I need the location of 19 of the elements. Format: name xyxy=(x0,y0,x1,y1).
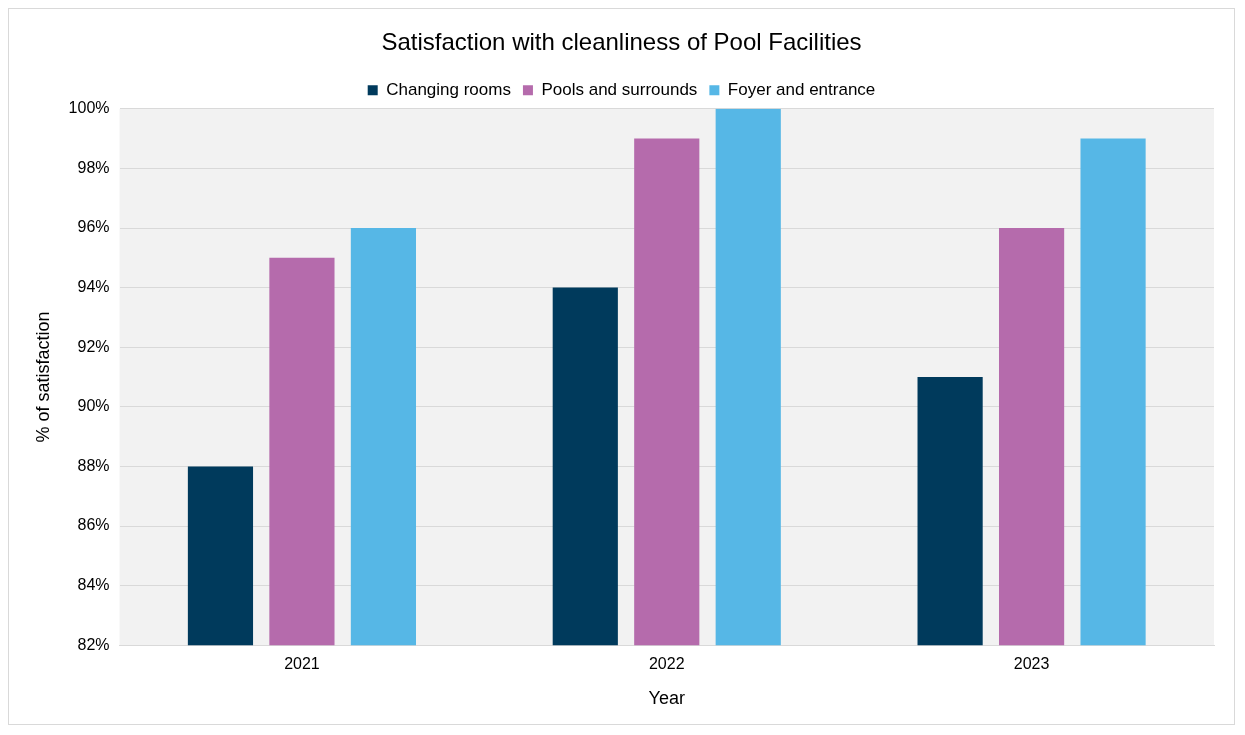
y-tick-label: 92% xyxy=(77,337,110,355)
y-tick-label: 86% xyxy=(77,516,110,534)
x-axis-title: Year xyxy=(648,688,685,709)
y-tick-label: 84% xyxy=(77,576,110,594)
y-tick-label: 98% xyxy=(77,158,110,176)
x-tick-label: 2022 xyxy=(648,655,685,673)
y-tick-label: 90% xyxy=(77,397,110,415)
x-tick-label: 2023 xyxy=(1013,655,1050,673)
legend-label: Changing rooms xyxy=(386,79,511,99)
y-tick-label: 94% xyxy=(77,278,110,296)
y-tick-label: 88% xyxy=(77,456,110,474)
x-tick-label: 2021 xyxy=(284,655,320,673)
chart-title: Satisfaction with cleanliness of Pool Facilities xyxy=(381,28,862,56)
y-tick-label: 82% xyxy=(77,635,110,653)
y-tick-label: 96% xyxy=(77,218,110,236)
y-tick-label: 100% xyxy=(68,99,110,117)
y-axis-title: % of satisfaction xyxy=(32,311,53,443)
legend-label: Pools and surrounds xyxy=(541,79,698,99)
legend-label: Foyer and entrance xyxy=(727,79,876,99)
